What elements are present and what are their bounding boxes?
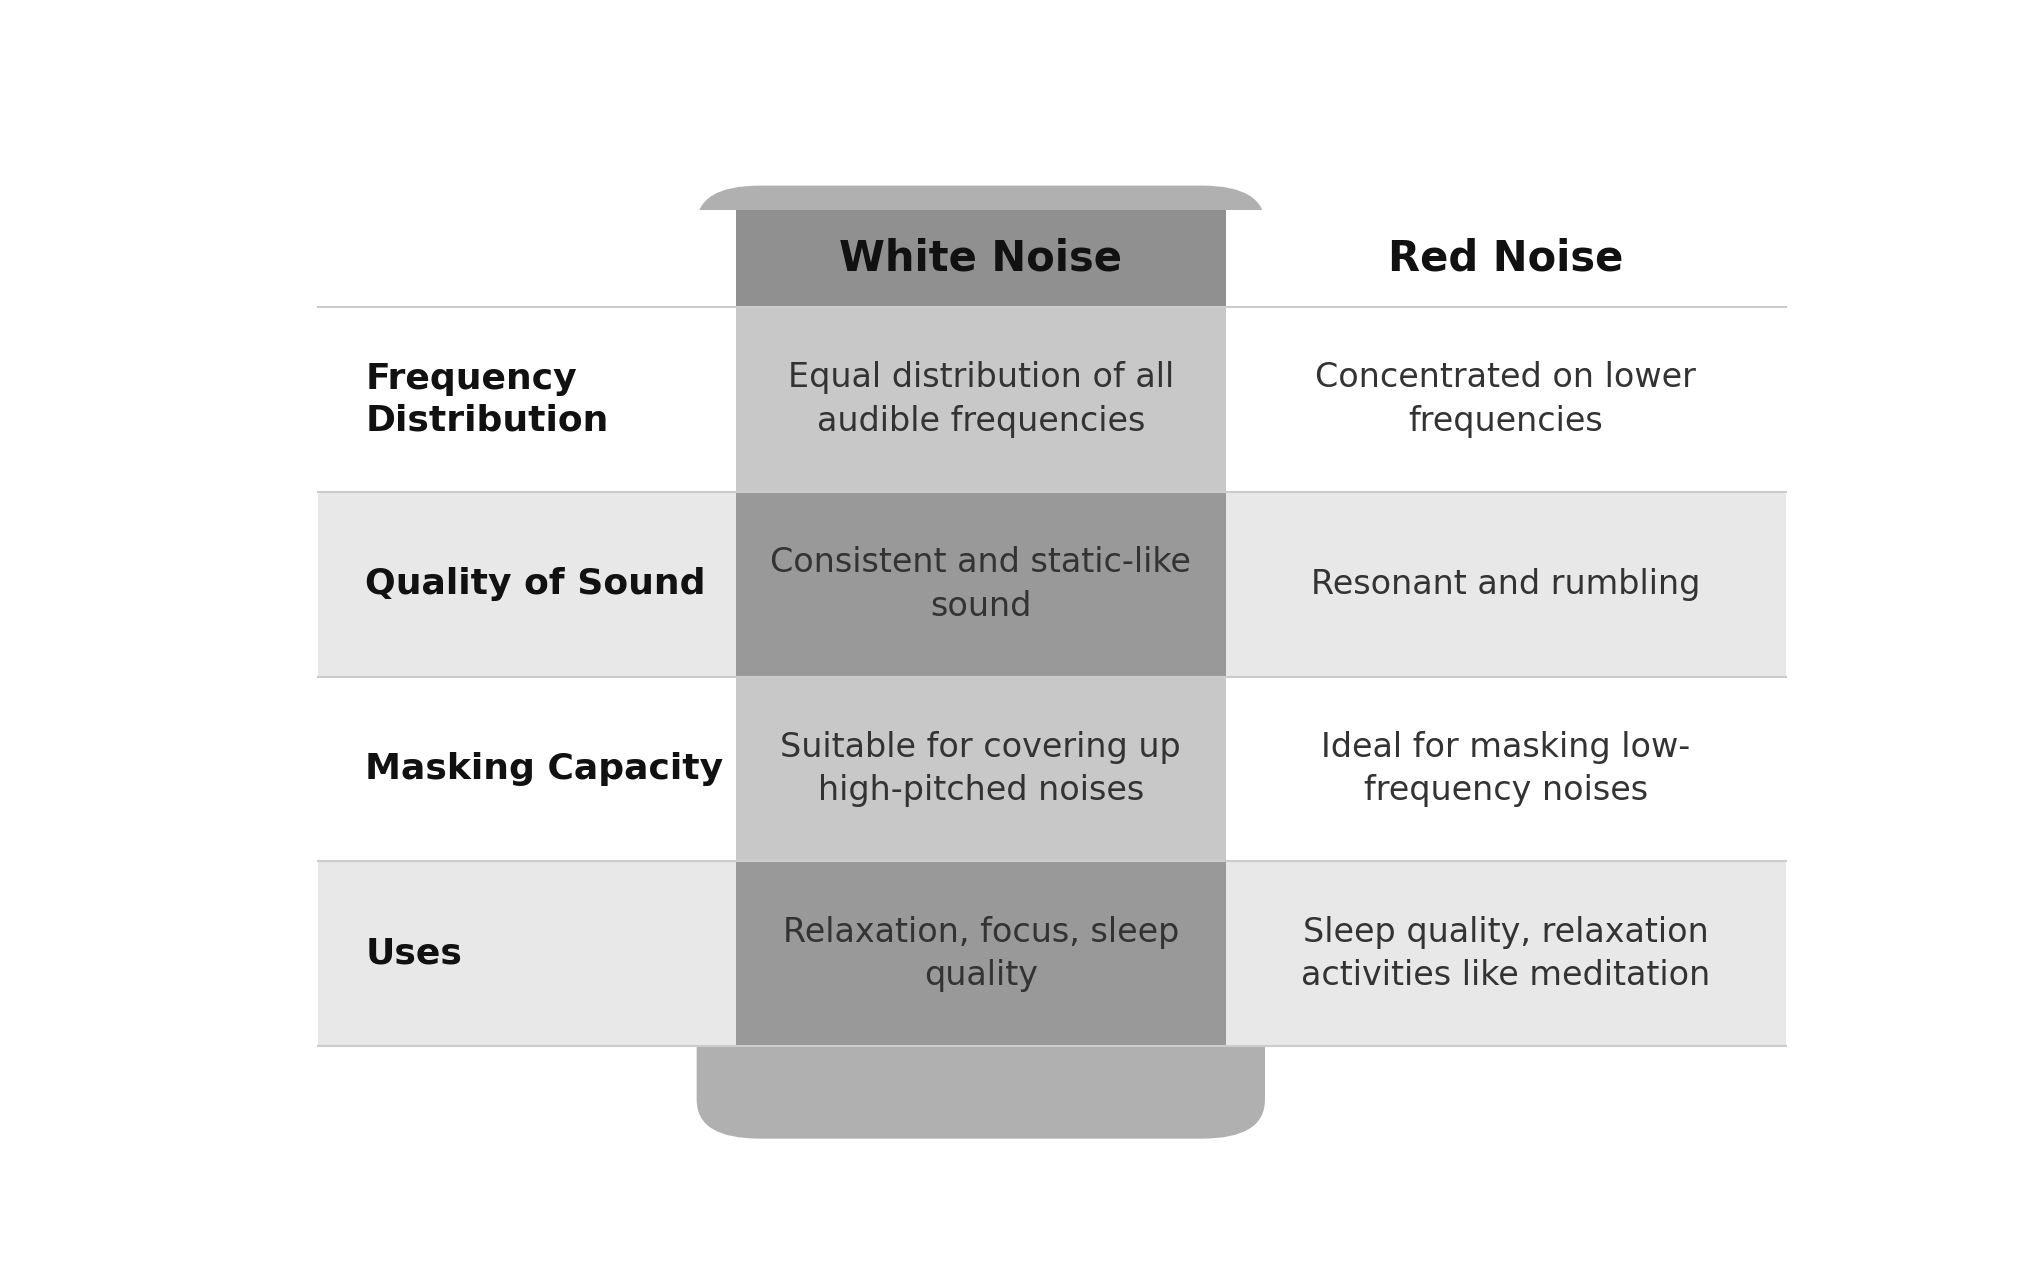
Text: Sleep quality, relaxation
activities like meditation: Sleep quality, relaxation activities lik… <box>1302 916 1711 991</box>
Text: Ideal for masking low-
frequency noises: Ideal for masking low- frequency noises <box>1322 731 1691 807</box>
Bar <box>318 677 1786 861</box>
Text: Frequency
Distribution: Frequency Distribution <box>365 361 609 437</box>
Bar <box>318 491 1786 677</box>
Bar <box>318 307 1786 493</box>
FancyBboxPatch shape <box>697 186 1265 1139</box>
Bar <box>735 861 1226 1046</box>
Bar <box>735 677 1226 861</box>
Text: Consistent and static-like
sound: Consistent and static-like sound <box>770 546 1192 623</box>
Bar <box>735 307 1226 493</box>
Bar <box>735 210 1226 307</box>
Bar <box>735 491 1226 677</box>
Bar <box>318 861 1786 1046</box>
Text: Relaxation, focus, sleep
quality: Relaxation, focus, sleep quality <box>782 916 1179 991</box>
Bar <box>318 210 1786 307</box>
Text: Uses: Uses <box>365 937 462 971</box>
Text: White Noise: White Noise <box>839 237 1122 279</box>
Text: Concentrated on lower
frequencies: Concentrated on lower frequencies <box>1316 361 1697 438</box>
Text: Resonant and rumbling: Resonant and rumbling <box>1312 568 1701 601</box>
Text: Masking Capacity: Masking Capacity <box>365 751 723 786</box>
Text: Suitable for covering up
high-pitched noises: Suitable for covering up high-pitched no… <box>780 731 1181 807</box>
Text: Red Noise: Red Noise <box>1387 237 1623 279</box>
Text: Equal distribution of all
audible frequencies: Equal distribution of all audible freque… <box>788 361 1173 438</box>
Text: Quality of Sound: Quality of Sound <box>365 567 705 601</box>
